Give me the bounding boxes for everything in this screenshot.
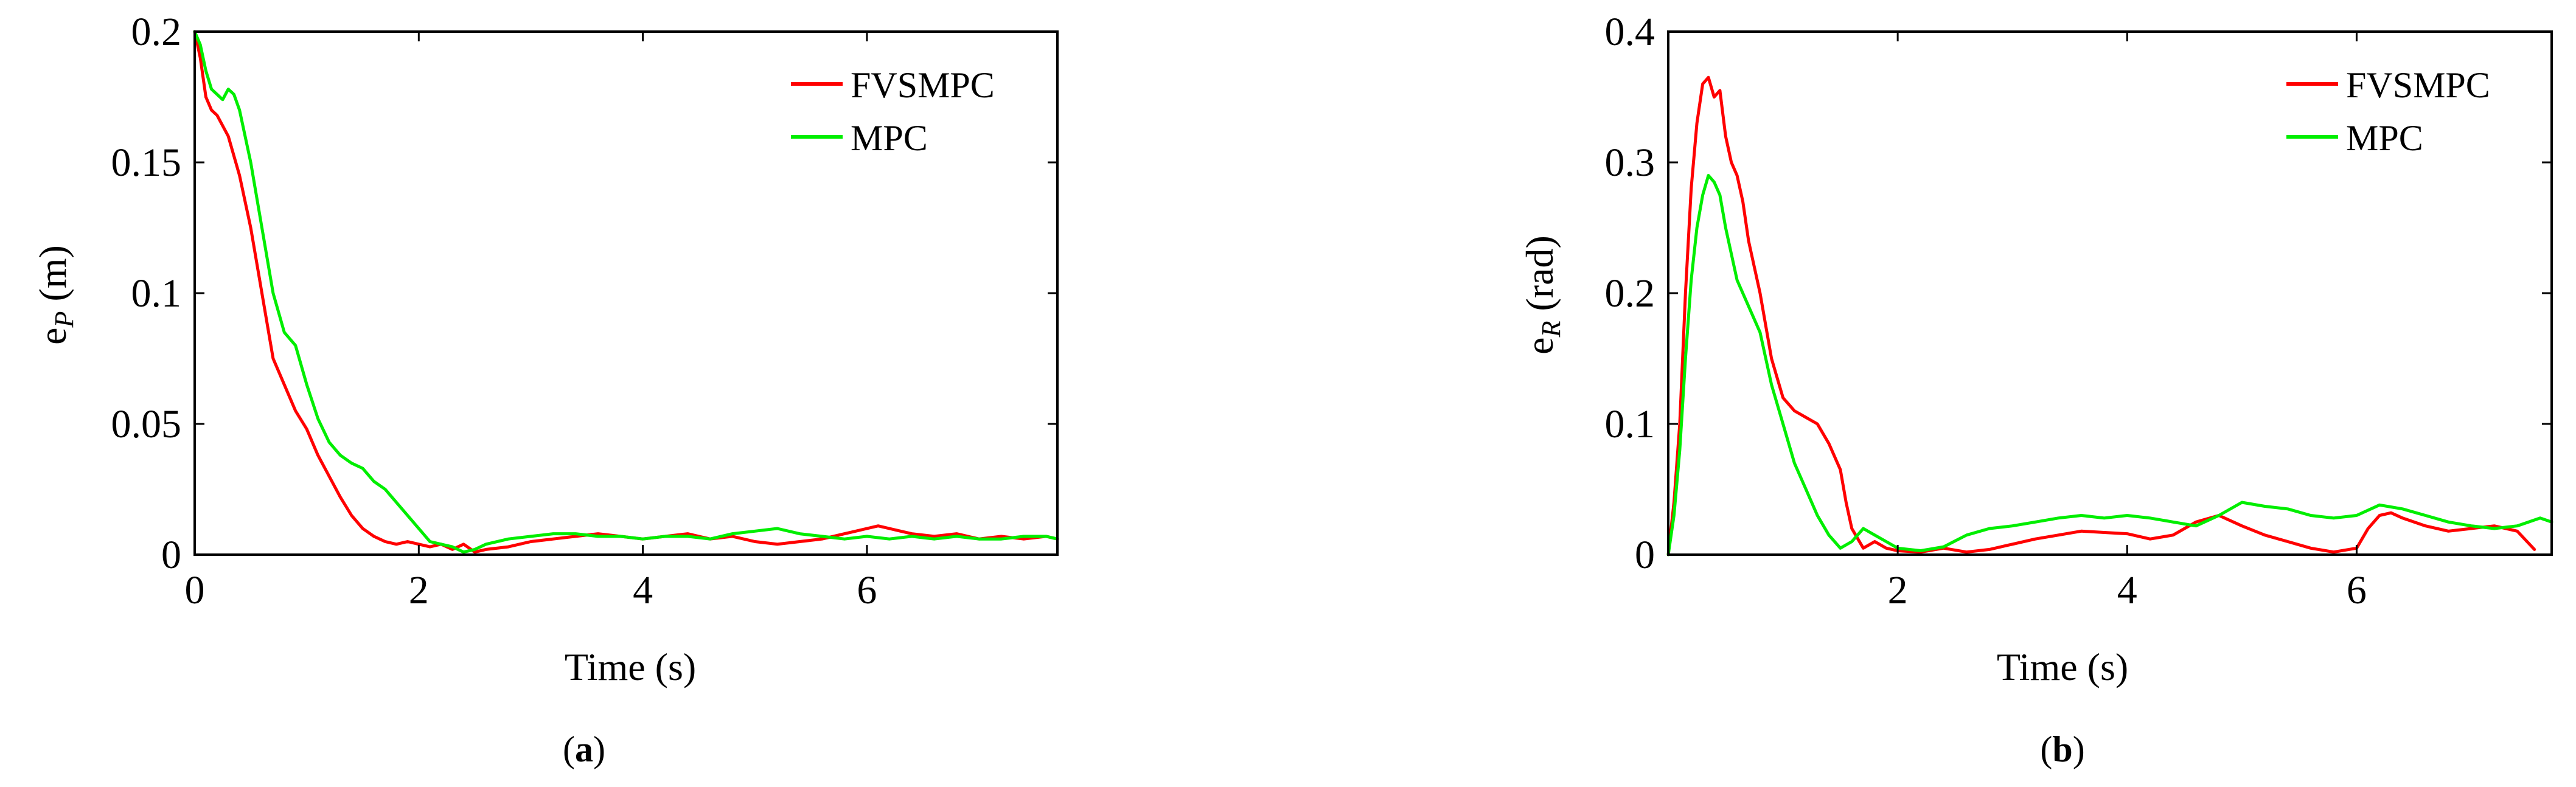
panel-a-series-fvsmpc [193,30,1059,554]
panel-b-legend-label-fvsmpc: FVSMPC [2346,65,2490,105]
panel-a-legend: FVSMPC MPC [791,65,995,158]
panel-a-y-axis-label-unit: (m) [31,245,74,311]
panel-b-y-axis-label-sub: R [1536,321,1566,338]
panel-b-series-group [1666,75,2553,556]
panel-b-caption-open: ( [2040,729,2052,769]
panel-a-x-tick-label: 2 [409,568,429,612]
panel-b-x-axis-label: Time (s) [1997,645,2128,688]
panel-b-y-axis-label: eR (rad) [1518,235,1566,355]
panel-b-y-tick-label: 0.1 [1605,402,1655,446]
panel-b-x-tick-label: 4 [2117,568,2137,612]
panel-a-legend-label-fvsmpc: FVSMPC [851,65,995,105]
panel-b-caption-close: ) [2073,729,2085,769]
panel-a-y-tick-label: 0.1 [131,271,182,316]
panel-a: 0 2 4 6 0 0.05 0.1 0.15 0.2 Time (s) eP (m) FVSM… [31,10,1059,769]
panel-b-y-axis-label-base: e [1518,337,1561,354]
panel-b-caption-letter: b [2052,729,2072,769]
panel-b-legend: FVSMPC MPC [2286,65,2490,158]
panel-a-series-mpc [193,30,1059,554]
panel-a-y-tick-label: 0.15 [111,140,182,185]
panel-a-caption-close: ) [593,729,605,769]
panel-b-ticks: 2 4 6 0 0.1 0.2 0.3 0.4 [1605,10,2552,612]
panel-a-y-axis-label-base: e [31,327,74,344]
panel-a-series-group [193,30,1059,554]
panel-b-y-tick-label: 0.4 [1605,10,1655,54]
panel-a-plot-frame [193,30,1059,556]
panel-b-caption: (b) [2040,729,2084,769]
panel-a-x-axis-label: Time (s) [565,645,696,688]
panel-a-caption: (a) [563,729,605,769]
panel-b-y-tick-label: 0 [1635,533,1655,577]
panel-a-y-axis-label: eP (m) [31,245,79,345]
panel-b-legend-label-mpc: MPC [2346,118,2423,158]
panel-a-caption-open: ( [563,729,575,769]
panel-a-x-tick-label: 0 [185,568,205,612]
panel-a-x-tick-label: 6 [857,568,877,612]
panel-a-y-tick-label: 0.05 [111,402,182,446]
panel-b-y-axis-label-unit: (rad) [1518,235,1561,321]
panel-b: 2 4 6 0 0.1 0.2 0.3 0.4 Time (s) eR (rad) FVSMP… [1518,10,2553,769]
panel-b-y-tick-label: 0.2 [1605,271,1655,316]
panel-a-ticks: 0 2 4 6 0 0.05 0.1 0.15 0.2 [111,10,1057,612]
panel-b-series-mpc [1666,174,2553,556]
panel-b-x-tick-label: 2 [1888,568,1908,612]
panel-a-caption-letter: a [575,729,593,769]
panel-b-x-tick-label: 6 [2347,568,2367,612]
panel-b-y-tick-label: 0.3 [1605,140,1655,185]
panel-a-y-tick-label: 0.2 [131,10,182,54]
panel-a-y-tick-label: 0 [161,533,181,577]
panel-a-y-axis-label-sub: P [49,311,79,328]
panel-a-legend-label-mpc: MPC [851,118,928,158]
panel-a-x-tick-label: 4 [633,568,653,612]
